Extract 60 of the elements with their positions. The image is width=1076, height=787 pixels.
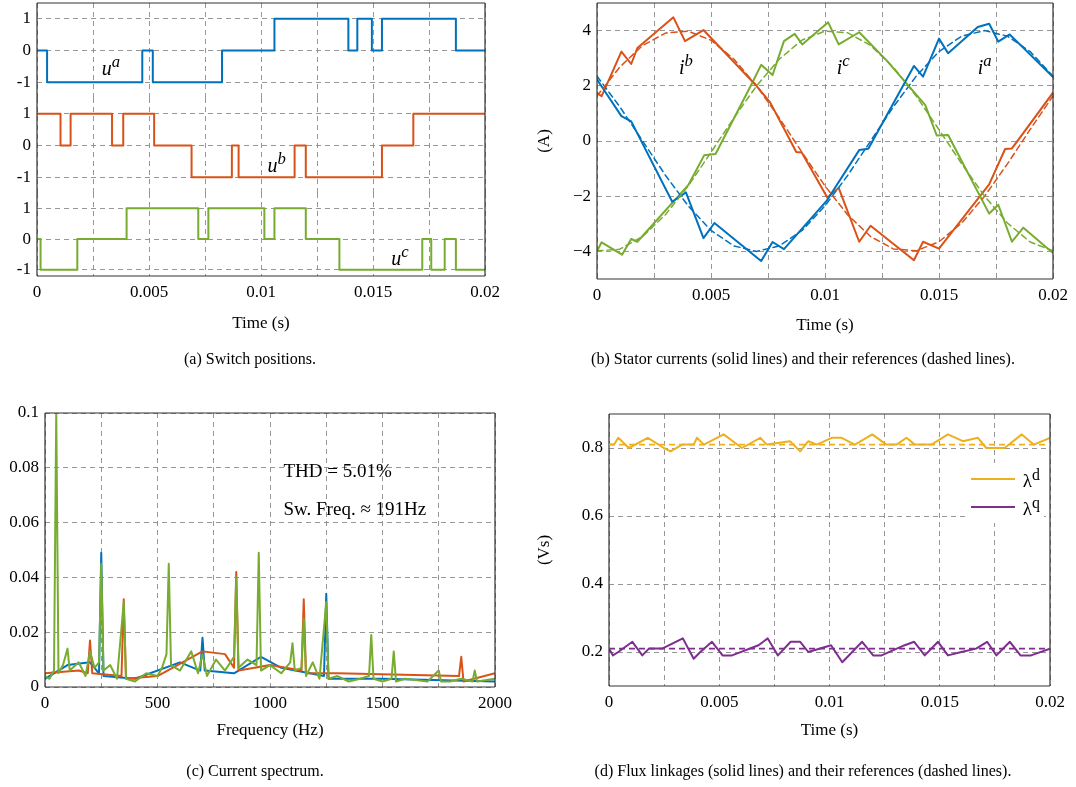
x-tick-label: 500 bbox=[144, 692, 171, 712]
y-tick-label: 1 bbox=[22, 8, 31, 28]
y-tick-label: 0 bbox=[22, 134, 31, 154]
y-axis-title: (A) bbox=[533, 129, 553, 153]
x-tick-label: 0.02 bbox=[1038, 284, 1068, 304]
y-tick-label: 0.04 bbox=[9, 566, 40, 586]
series-label: u$^{c}$ bbox=[391, 242, 409, 270]
x-tick-label: 0.02 bbox=[1035, 691, 1065, 711]
y-tick-label: 0.4 bbox=[581, 573, 604, 593]
annotation: Sw. Freq. ≈ 191Hz bbox=[283, 497, 427, 520]
x-axis-title: Time (s) bbox=[796, 315, 854, 335]
x-tick-label: 0.02 bbox=[470, 281, 500, 301]
y-tick-label: 1 bbox=[22, 103, 31, 123]
series-label: i$^{c}$ bbox=[836, 51, 850, 79]
y-tick-label: 0 bbox=[22, 39, 31, 59]
text: (d) Flux linkages (solid lines) and their references (dashed lines). bbox=[594, 762, 1012, 780]
y-tick-label: -1 bbox=[16, 166, 31, 186]
text: (b) Stator currents (solid lines) and their references (dashed lines). bbox=[591, 350, 1015, 368]
x-tick-label: 0.005 bbox=[700, 691, 739, 711]
y-tick-label: 2 bbox=[582, 75, 591, 95]
x-tick-label: 0.01 bbox=[246, 281, 276, 301]
series-label: i$^{b}$ bbox=[678, 51, 693, 79]
x-tick-label: 2000 bbox=[478, 692, 512, 712]
x-tick-label: 0.015 bbox=[353, 281, 393, 301]
series-label: u$^{a}$ bbox=[101, 52, 121, 81]
x-tick-label: 1000 bbox=[253, 692, 287, 712]
y-tick-label: −4 bbox=[572, 240, 592, 260]
x-axis-title: Frequency (Hz) bbox=[216, 720, 324, 740]
y-tick-label: 0.06 bbox=[9, 512, 39, 532]
y-tick-label: 0 bbox=[582, 130, 591, 150]
x-tick-label: 0.005 bbox=[129, 281, 169, 301]
x-tick-label: 1500 bbox=[365, 692, 400, 712]
x-tick-label: 0.015 bbox=[919, 284, 959, 304]
series-label: i$^{a}$ bbox=[977, 51, 992, 79]
y-tick-label: 0.6 bbox=[581, 505, 603, 525]
text: (c) Current spectrum. bbox=[186, 762, 324, 780]
y-tick-label: 0.02 bbox=[9, 621, 39, 641]
y-tick-label: -1 bbox=[16, 259, 31, 279]
y-axis-title: (Vs) bbox=[533, 534, 553, 566]
y-tick-label: 0.8 bbox=[581, 437, 603, 457]
x-tick-label: 0.01 bbox=[814, 691, 845, 711]
y-tick-label: 0.2 bbox=[581, 641, 603, 661]
x-tick-label: 0.01 bbox=[810, 284, 840, 304]
y-tick-label: 0.1 bbox=[17, 402, 39, 422]
x-axis-title: Time (s) bbox=[232, 313, 290, 333]
series-label: u$^{b}$ bbox=[267, 149, 286, 177]
text: (a) Switch positions. bbox=[184, 350, 316, 368]
x-tick-label: 0.015 bbox=[920, 691, 959, 711]
y-tick-label: 1 bbox=[22, 197, 31, 217]
y-tick-label: -1 bbox=[16, 71, 31, 91]
x-axis-title: Time (s) bbox=[800, 720, 859, 740]
y-tick-label: 0 bbox=[22, 228, 31, 248]
annotation: THD = 5.01% bbox=[283, 459, 392, 482]
legend-label: λ$^{q}$ bbox=[1022, 493, 1040, 521]
y-tick-label: 0 bbox=[30, 676, 39, 696]
y-tick-label: 0.08 bbox=[9, 457, 39, 477]
legend-label: λ$^{d}$ bbox=[1022, 465, 1040, 493]
y-tick-label: −2 bbox=[572, 185, 591, 205]
x-tick-label: 0.005 bbox=[691, 284, 731, 304]
y-tick-label: 4 bbox=[582, 20, 592, 40]
